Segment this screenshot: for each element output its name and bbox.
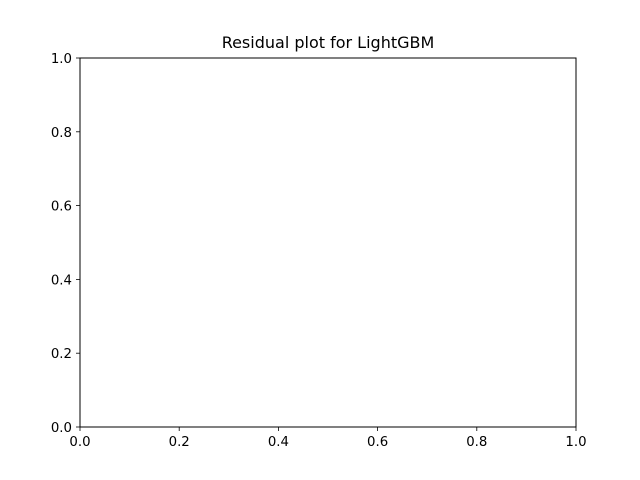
y-tick-label: 1.0 <box>51 52 72 67</box>
x-axis-ticks: 0.0 0.2 0.4 0.6 0.8 1.0 <box>69 427 587 450</box>
x-tick-label: 0.6 <box>367 435 388 450</box>
chart-title: Residual plot for LightGBM <box>222 33 435 52</box>
y-tick-label: 0.0 <box>51 421 72 436</box>
x-tick-label: 0.0 <box>69 435 90 450</box>
x-tick-label: 0.8 <box>466 435 487 450</box>
plot-frame <box>79 57 577 428</box>
y-tick-label: 0.6 <box>51 200 72 215</box>
x-tick-label: 1.0 <box>565 435 586 450</box>
y-axis-ticks: 0.0 0.2 0.4 0.6 0.8 1.0 <box>51 52 80 436</box>
y-tick-label: 0.2 <box>51 347 72 362</box>
x-tick-label: 0.2 <box>169 435 190 450</box>
x-tick-label: 0.4 <box>268 435 289 450</box>
y-tick-label: 0.8 <box>51 126 72 141</box>
y-tick-label: 0.4 <box>51 273 72 288</box>
plot-background <box>80 58 576 427</box>
